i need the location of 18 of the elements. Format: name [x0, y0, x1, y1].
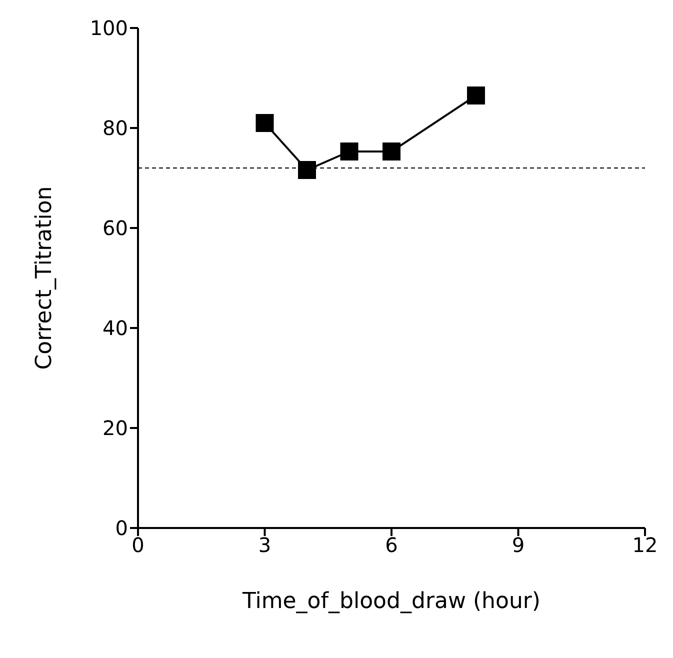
x-tick-label: 3: [258, 533, 272, 558]
x-axis-title: Time_of_blood_draw (hour): [241, 589, 541, 614]
y-tick-label: 100: [90, 16, 128, 40]
y-axis-title: Correct_Titration: [32, 186, 57, 370]
y-tick-label: 20: [102, 416, 128, 440]
point: [382, 142, 400, 160]
y-tick-label: 0: [115, 516, 128, 540]
point: [340, 142, 358, 160]
x-tick-label: 6: [385, 533, 398, 558]
x-tick-label: 0: [132, 533, 144, 558]
point: [298, 161, 316, 179]
x-tick-label: 12: [632, 533, 658, 558]
y-tick-label: 80: [102, 116, 128, 140]
y-tick-label: 40: [102, 316, 128, 340]
y-tick-label: 60: [102, 216, 128, 240]
point: [467, 86, 485, 104]
x-tick-label: 9: [512, 533, 525, 558]
point: [256, 114, 274, 132]
